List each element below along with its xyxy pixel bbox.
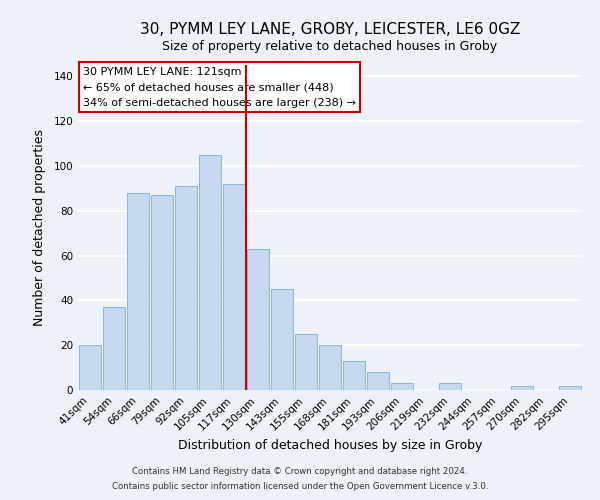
Text: Contains HM Land Registry data © Crown copyright and database right 2024.: Contains HM Land Registry data © Crown c… bbox=[132, 467, 468, 476]
Text: 30 PYMM LEY LANE: 121sqm
← 65% of detached houses are smaller (448)
34% of semi-: 30 PYMM LEY LANE: 121sqm ← 65% of detach… bbox=[83, 66, 356, 108]
Bar bbox=[247, 249, 269, 390]
Bar bbox=[367, 372, 389, 390]
Bar bbox=[271, 289, 293, 390]
Bar bbox=[391, 384, 413, 390]
Text: 30, PYMM LEY LANE, GROBY, LEICESTER, LE6 0GZ: 30, PYMM LEY LANE, GROBY, LEICESTER, LE6… bbox=[140, 22, 520, 38]
Bar bbox=[295, 334, 317, 390]
Y-axis label: Number of detached properties: Number of detached properties bbox=[34, 129, 46, 326]
Bar bbox=[103, 307, 125, 390]
Text: Size of property relative to detached houses in Groby: Size of property relative to detached ho… bbox=[163, 40, 497, 53]
X-axis label: Distribution of detached houses by size in Groby: Distribution of detached houses by size … bbox=[178, 438, 482, 452]
Bar bbox=[343, 361, 365, 390]
Bar bbox=[511, 386, 533, 390]
Bar bbox=[559, 386, 581, 390]
Bar bbox=[319, 345, 341, 390]
Bar bbox=[127, 193, 149, 390]
Bar bbox=[199, 154, 221, 390]
Bar bbox=[439, 384, 461, 390]
Bar bbox=[79, 345, 101, 390]
Text: Contains public sector information licensed under the Open Government Licence v.: Contains public sector information licen… bbox=[112, 482, 488, 491]
Bar bbox=[151, 195, 173, 390]
Bar bbox=[223, 184, 245, 390]
Bar bbox=[175, 186, 197, 390]
